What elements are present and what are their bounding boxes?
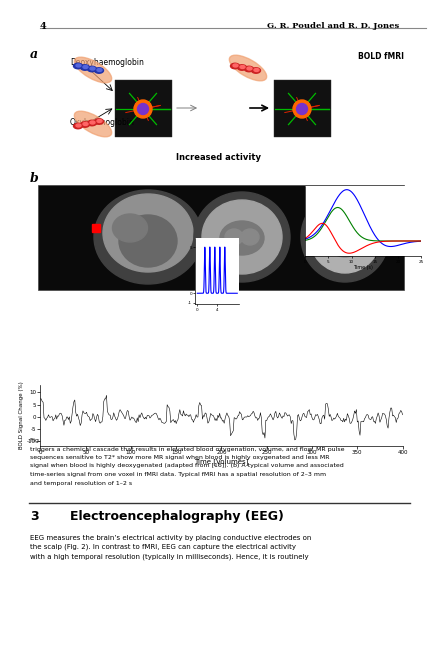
Text: a: a bbox=[30, 48, 38, 61]
Text: 3: 3 bbox=[30, 510, 39, 523]
Ellipse shape bbox=[74, 57, 111, 83]
X-axis label: Time [Volumes]: Time [Volumes] bbox=[194, 458, 248, 465]
Ellipse shape bbox=[90, 67, 95, 70]
Ellipse shape bbox=[94, 68, 103, 73]
Circle shape bbox=[134, 100, 152, 118]
Ellipse shape bbox=[76, 124, 81, 127]
Ellipse shape bbox=[300, 192, 388, 282]
Ellipse shape bbox=[73, 123, 82, 129]
Ellipse shape bbox=[73, 63, 82, 69]
Ellipse shape bbox=[103, 194, 193, 272]
Text: 4: 4 bbox=[40, 22, 46, 31]
Text: Electroencephalography (EEG): Electroencephalography (EEG) bbox=[70, 510, 283, 523]
Ellipse shape bbox=[247, 67, 251, 70]
Ellipse shape bbox=[90, 121, 95, 124]
Text: b: b bbox=[30, 172, 39, 185]
Text: the scalp (Fig. 2). In contrast to fMRI, EEG can capture the electrical activity: the scalp (Fig. 2). In contrast to fMRI,… bbox=[30, 544, 295, 551]
Ellipse shape bbox=[83, 123, 88, 125]
Ellipse shape bbox=[254, 69, 258, 71]
Ellipse shape bbox=[225, 229, 243, 245]
Ellipse shape bbox=[240, 65, 244, 69]
Ellipse shape bbox=[237, 65, 246, 70]
Ellipse shape bbox=[240, 229, 258, 245]
Text: Fig. 1  Schematics showing the generation of BOLD fMRI signal. (a) Increased neu: Fig. 1 Schematics showing the generation… bbox=[30, 438, 327, 443]
Text: BOLD fMRI: BOLD fMRI bbox=[357, 52, 403, 61]
Bar bbox=[38, 185, 403, 290]
Circle shape bbox=[137, 103, 148, 115]
Text: Deoxyhaemoglobin: Deoxyhaemoglobin bbox=[70, 58, 144, 67]
Bar bbox=[92, 224, 100, 232]
Text: EEG measures the brain’s electrical activity by placing conductive electrodes on: EEG measures the brain’s electrical acti… bbox=[30, 535, 311, 541]
Ellipse shape bbox=[83, 65, 88, 69]
Ellipse shape bbox=[87, 121, 96, 126]
Ellipse shape bbox=[112, 214, 147, 242]
Ellipse shape bbox=[330, 219, 358, 237]
X-axis label: Time (s): Time (s) bbox=[353, 265, 372, 270]
Ellipse shape bbox=[74, 111, 111, 137]
Ellipse shape bbox=[80, 122, 89, 127]
Text: with a high temporal resolution (typically in milliseconds). Hence, it is routin: with a high temporal resolution (typical… bbox=[30, 553, 308, 559]
Ellipse shape bbox=[194, 192, 290, 282]
Circle shape bbox=[292, 100, 310, 118]
Ellipse shape bbox=[201, 200, 281, 274]
Y-axis label: BOLD Signal Change (%): BOLD Signal Change (%) bbox=[19, 382, 25, 450]
Ellipse shape bbox=[94, 190, 201, 284]
Text: time-series signal from one voxel in fMRI data. Typical fMRI has a spatial resol: time-series signal from one voxel in fMR… bbox=[30, 472, 325, 477]
Text: Increased activity: Increased activity bbox=[176, 153, 261, 162]
Text: Oxyhaemoglobin: Oxyhaemoglobin bbox=[70, 118, 134, 127]
Bar bbox=[115, 80, 172, 137]
Text: triggers a chemical cascade that results in elevated blood oxygenation, volume, : triggers a chemical cascade that results… bbox=[30, 446, 344, 452]
Ellipse shape bbox=[233, 64, 237, 67]
Ellipse shape bbox=[119, 215, 177, 267]
Ellipse shape bbox=[87, 66, 96, 72]
Ellipse shape bbox=[327, 229, 361, 257]
Text: sequences sensitive to T2* show more MR signal when blood is highly oxygenated a: sequences sensitive to T2* show more MR … bbox=[30, 455, 329, 460]
Ellipse shape bbox=[230, 63, 239, 69]
Text: signal when blood is highly deoxygenated (adapted from [16]). (b) A typical volu: signal when blood is highly deoxygenated… bbox=[30, 464, 343, 468]
Ellipse shape bbox=[244, 66, 253, 72]
Ellipse shape bbox=[76, 64, 81, 67]
Ellipse shape bbox=[94, 119, 103, 125]
Ellipse shape bbox=[97, 119, 102, 123]
Bar bbox=[273, 80, 330, 137]
Ellipse shape bbox=[308, 197, 380, 273]
Ellipse shape bbox=[229, 55, 266, 81]
Text: G. R. Poudel and R. D. Jones: G. R. Poudel and R. D. Jones bbox=[266, 22, 398, 30]
Ellipse shape bbox=[219, 221, 263, 255]
Ellipse shape bbox=[251, 68, 260, 73]
Text: and temporal resolution of 1–2 s: and temporal resolution of 1–2 s bbox=[30, 480, 132, 486]
Ellipse shape bbox=[97, 69, 102, 71]
Circle shape bbox=[296, 103, 307, 115]
Ellipse shape bbox=[80, 65, 89, 70]
